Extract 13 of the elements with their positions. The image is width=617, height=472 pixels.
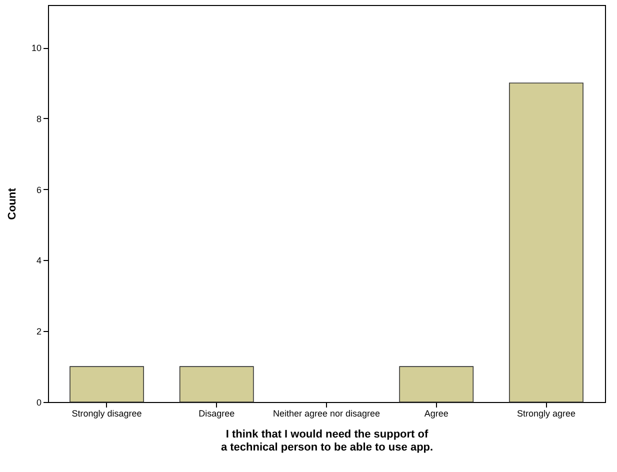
y-axis-title: Count <box>6 188 18 220</box>
y-tick-label: 2 <box>36 326 42 337</box>
x-tick-label: Strongly disagree <box>72 408 142 418</box>
x-tick-label: Agree <box>424 408 448 418</box>
y-tick-label: 6 <box>36 184 42 195</box>
y-tick-label: 10 <box>31 43 42 54</box>
x-tick-label: Disagree <box>198 408 235 418</box>
x-axis-title: I think that I would need the support of a technical person to be able to use app. <box>220 428 434 454</box>
x-tick-label: Strongly agree <box>516 408 576 418</box>
y-tick-label: 8 <box>36 114 42 124</box>
x-tick-label: Neither agree nor disagree <box>272 408 380 418</box>
y-tick-label: 4 <box>36 256 42 266</box>
y-tick-label: 0 <box>36 398 42 408</box>
